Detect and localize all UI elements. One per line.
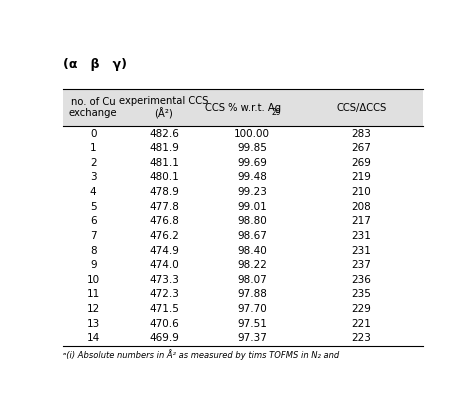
Text: 210: 210 xyxy=(352,187,371,197)
Text: 8: 8 xyxy=(90,246,97,255)
Text: 267: 267 xyxy=(351,143,371,153)
Text: 2: 2 xyxy=(90,158,97,168)
Text: no. of Cu
exchange: no. of Cu exchange xyxy=(69,97,118,118)
Text: 4: 4 xyxy=(90,187,97,197)
Text: 11: 11 xyxy=(87,289,100,299)
Text: 100.00: 100.00 xyxy=(234,128,270,139)
Text: (α   β   γ): (α β γ) xyxy=(63,58,127,71)
Text: 208: 208 xyxy=(352,202,371,212)
Text: 269: 269 xyxy=(351,158,371,168)
Text: 99.69: 99.69 xyxy=(237,158,267,168)
Text: 482.6: 482.6 xyxy=(149,128,179,139)
Text: 99.48: 99.48 xyxy=(237,173,267,183)
Text: 476.8: 476.8 xyxy=(149,216,179,226)
Text: 97.51: 97.51 xyxy=(237,319,267,328)
Text: 478.9: 478.9 xyxy=(149,187,179,197)
Text: 98.40: 98.40 xyxy=(237,246,267,255)
Text: 0: 0 xyxy=(90,128,97,139)
Text: 229: 229 xyxy=(351,304,371,314)
Text: 5: 5 xyxy=(90,202,97,212)
Text: 217: 217 xyxy=(351,216,371,226)
Text: 469.9: 469.9 xyxy=(149,333,179,343)
Text: 10: 10 xyxy=(87,275,100,285)
Text: 474.9: 474.9 xyxy=(149,246,179,255)
Text: 481.9: 481.9 xyxy=(149,143,179,153)
Text: 473.3: 473.3 xyxy=(149,275,179,285)
Text: 98.22: 98.22 xyxy=(237,260,267,270)
Text: 283: 283 xyxy=(351,128,371,139)
Text: 237: 237 xyxy=(351,260,371,270)
Text: 97.70: 97.70 xyxy=(237,304,267,314)
Text: CCS/ΔCCS: CCS/ΔCCS xyxy=(336,103,386,113)
Text: 97.37: 97.37 xyxy=(237,333,267,343)
Text: 231: 231 xyxy=(351,231,371,241)
Text: 231: 231 xyxy=(351,246,371,255)
Text: 99.85: 99.85 xyxy=(237,143,267,153)
Text: 13: 13 xyxy=(87,319,100,328)
Text: 98.67: 98.67 xyxy=(237,231,267,241)
Text: 223: 223 xyxy=(351,333,371,343)
Text: 12: 12 xyxy=(87,304,100,314)
Text: 9: 9 xyxy=(90,260,97,270)
Text: 98.07: 98.07 xyxy=(237,275,267,285)
Text: 236: 236 xyxy=(351,275,371,285)
Text: 6: 6 xyxy=(90,216,97,226)
Text: 99.01: 99.01 xyxy=(237,202,267,212)
Text: 480.1: 480.1 xyxy=(149,173,179,183)
Bar xyxy=(63,89,423,126)
Text: 471.5: 471.5 xyxy=(149,304,179,314)
Text: 219: 219 xyxy=(351,173,371,183)
Text: CCS % w.r.t. Ag: CCS % w.r.t. Ag xyxy=(205,103,281,113)
Text: 472.3: 472.3 xyxy=(149,289,179,299)
Text: 99.23: 99.23 xyxy=(237,187,267,197)
Text: 474.0: 474.0 xyxy=(149,260,179,270)
Text: 481.1: 481.1 xyxy=(149,158,179,168)
Text: 98.80: 98.80 xyxy=(237,216,267,226)
Text: experimental CCS
(Å²): experimental CCS (Å²) xyxy=(119,96,209,119)
Text: 97.88: 97.88 xyxy=(237,289,267,299)
Text: 29: 29 xyxy=(272,108,281,117)
Text: 477.8: 477.8 xyxy=(149,202,179,212)
Text: 14: 14 xyxy=(87,333,100,343)
Text: 470.6: 470.6 xyxy=(149,319,179,328)
Text: 3: 3 xyxy=(90,173,97,183)
Text: 221: 221 xyxy=(351,319,371,328)
Text: 7: 7 xyxy=(90,231,97,241)
Text: 1: 1 xyxy=(90,143,97,153)
Text: 235: 235 xyxy=(351,289,371,299)
Text: 476.2: 476.2 xyxy=(149,231,179,241)
Text: ᵃ(i) Absolute numbers in Å² as measured by tims TOFMS in N₂ and: ᵃ(i) Absolute numbers in Å² as measured … xyxy=(63,349,339,360)
